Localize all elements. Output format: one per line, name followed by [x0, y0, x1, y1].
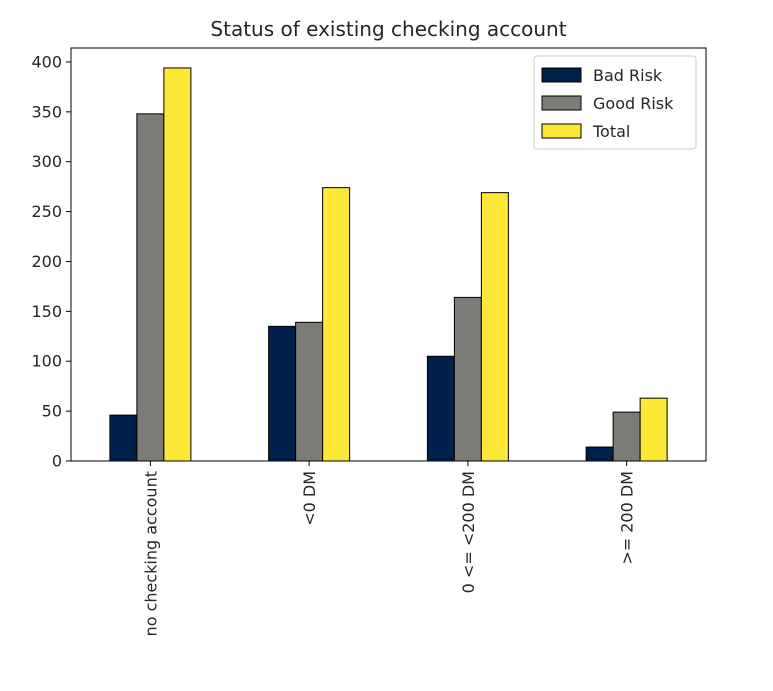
bar-total-0	[163, 67, 192, 462]
bar-bad-risk-1	[268, 325, 297, 462]
legend-swatch	[541, 95, 582, 111]
bars-group	[109, 67, 668, 462]
bar-good-risk-1	[295, 321, 324, 462]
legend-swatch	[541, 123, 582, 139]
bar-good-risk-0	[136, 113, 165, 462]
x-tick-label: no checking account	[141, 471, 160, 636]
y-tick-label: 300	[31, 152, 62, 171]
legend-label: Total	[592, 122, 630, 141]
legend: Bad Risk Good Risk Total	[533, 55, 697, 150]
chart-title: Status of existing checking account	[210, 17, 566, 41]
x-tick-label: 0 <= <200 DM	[459, 471, 478, 593]
legend-label: Good Risk	[593, 94, 674, 113]
y-tick-label: 400	[31, 52, 62, 71]
x-tick-label: <0 DM	[300, 471, 319, 526]
y-tick-label: 50	[42, 402, 62, 421]
bar-total-2	[480, 192, 509, 462]
y-tick-label: 200	[31, 252, 62, 271]
legend-label: Bad Risk	[593, 66, 663, 85]
bar-total-1	[322, 187, 351, 462]
y-tick-label: 350	[31, 102, 62, 121]
y-tick-label: 250	[31, 202, 62, 221]
bar-bad-risk-3	[585, 446, 614, 462]
bar-good-risk-3	[612, 411, 641, 462]
bar-bad-risk-0	[109, 414, 138, 462]
y-tick-label: 0	[52, 452, 62, 471]
plot-frame	[70, 47, 707, 462]
y-axis: 0 50 100 150 200 250 300 350 400	[31, 52, 71, 471]
legend-swatch	[541, 67, 582, 83]
y-tick-label: 100	[31, 352, 62, 371]
bar-bad-risk-2	[426, 355, 455, 462]
y-tick-label: 150	[31, 302, 62, 321]
bar-total-3	[639, 397, 668, 462]
x-axis: no checking account <0 DM 0 <= <200 DM >= 2…	[141, 461, 637, 636]
x-tick-label: >= 200 DM	[618, 471, 637, 565]
bar-good-risk-2	[453, 296, 482, 462]
